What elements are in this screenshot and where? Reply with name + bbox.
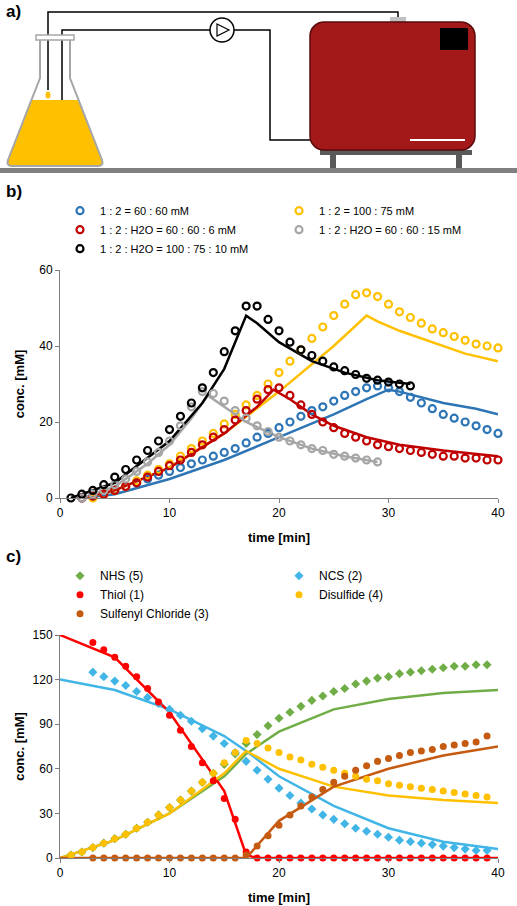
html-text:c): c): [6, 547, 22, 566]
svg-text:1 : 2 : H2O = 100 : 75 : 10 mM: 1 : 2 : H2O = 100 : 75 : 10 mM: [100, 243, 248, 255]
svg-text:0: 0: [46, 491, 53, 505]
svg-text:40: 40: [39, 339, 53, 353]
svg-text:40: 40: [491, 506, 505, 520]
svg-text:time [min]: time [min]: [248, 530, 310, 545]
svg-text:20: 20: [272, 866, 286, 880]
svg-text:1 : 2 = 100 : 75 mM: 1 : 2 = 100 : 75 mM: [319, 205, 414, 217]
svg-text:Disulfide (4): Disulfide (4): [319, 588, 383, 602]
svg-text:10: 10: [163, 866, 177, 880]
svg-text:0: 0: [57, 866, 64, 880]
svg-text:time [min]: time [min]: [248, 890, 310, 905]
svg-text:1 : 2 = 60 : 60 mM: 1 : 2 = 60 : 60 mM: [100, 205, 189, 217]
svg-text:0: 0: [57, 506, 64, 520]
svg-text:40: 40: [491, 866, 505, 880]
svg-text:30: 30: [39, 807, 53, 821]
svg-text:120: 120: [33, 673, 53, 687]
svg-text:30: 30: [382, 866, 396, 880]
svg-text:NHS (5): NHS (5): [100, 569, 143, 583]
svg-text:20: 20: [272, 506, 286, 520]
svg-text:Sulfenyl Chloride (3): Sulfenyl Chloride (3): [100, 607, 209, 621]
html-text:a): a): [6, 2, 22, 21]
svg-text:60: 60: [39, 762, 53, 776]
svg-text:conc. [mM]: conc. [mM]: [12, 350, 27, 419]
svg-text:1 : 2 : H2O = 60 : 60 : 6 mM: 1 : 2 : H2O = 60 : 60 : 6 mM: [100, 224, 236, 236]
svg-text:10: 10: [163, 506, 177, 520]
svg-text:30: 30: [382, 506, 396, 520]
svg-text:conc. [mM]: conc. [mM]: [12, 712, 27, 781]
svg-text:NCS (2): NCS (2): [319, 569, 362, 583]
svg-text:60: 60: [39, 263, 53, 277]
svg-text:20: 20: [39, 415, 53, 429]
svg-text:Thiol (1): Thiol (1): [100, 588, 144, 602]
html-text:b): b): [6, 182, 22, 201]
svg-text:90: 90: [39, 717, 53, 731]
svg-text:0: 0: [46, 851, 53, 865]
svg-text:1 : 2 : H2O = 60 : 60 : 15 mM: 1 : 2 : H2O = 60 : 60 : 15 mM: [319, 224, 461, 236]
svg-text:150: 150: [33, 628, 53, 642]
